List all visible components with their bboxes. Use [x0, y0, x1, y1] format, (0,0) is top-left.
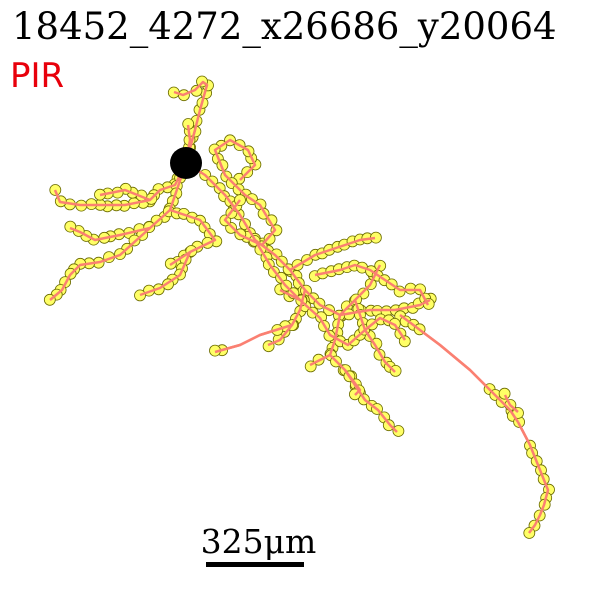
brain-region-label: PIR [10, 56, 65, 96]
dendrite-branch-overlay [279, 288, 407, 347]
dendrite-branch-overlay [503, 394, 519, 413]
dendrite-branch-overlay [344, 369, 362, 396]
dendrite-branch-overlay [99, 188, 151, 202]
dendrite-branch-overlay [173, 80, 209, 164]
trace-node [134, 289, 146, 302]
dendrite-branch-overlay [516, 421, 550, 534]
cell-id-title: 18452_4272_x26686_y20064 [12, 5, 557, 48]
trace-node [392, 425, 405, 437]
dendrite-branch-overlay [353, 299, 396, 373]
dendrite-branch-overlay [49, 227, 151, 301]
dendrite-branch-overlay [139, 251, 192, 297]
dendrite-nodes [43, 75, 555, 539]
scale-bar [206, 562, 304, 567]
trace-node [498, 387, 511, 400]
dendrite-branch-overlay [289, 236, 376, 272]
trace-node [263, 232, 276, 245]
soma-marker [170, 147, 202, 179]
trace-node [398, 335, 411, 348]
dendrite-branch-overlay [253, 239, 301, 301]
dendrite-branch-overlay [53, 162, 188, 207]
dendrite-branch-overlay [169, 208, 217, 267]
scale-bar-label: 325μm [200, 522, 317, 561]
dendrite-branch-overlay [214, 323, 293, 354]
dendrite-branch-overlay [309, 314, 342, 367]
dendrite-branch-overlay [399, 314, 520, 423]
dendrite-branch-overlay [314, 263, 430, 306]
dendrite-branch-overlay [213, 138, 277, 247]
